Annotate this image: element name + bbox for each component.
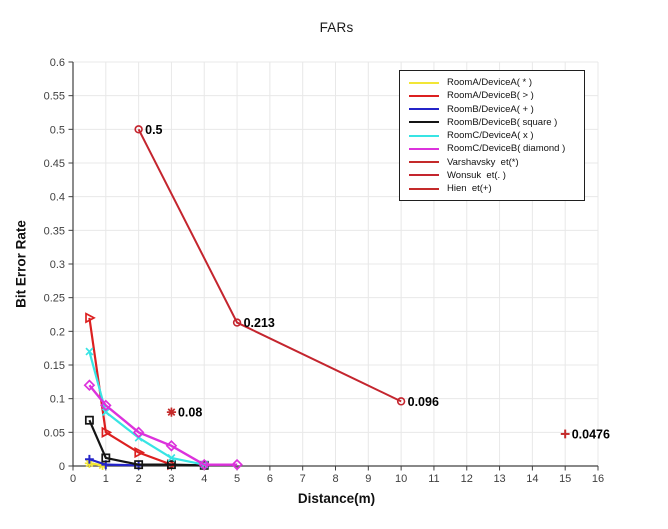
- x-tick-label: 10: [395, 473, 407, 485]
- series-varshavsky-et: [166, 407, 177, 417]
- legend-row: RoomC/DeviceA( x ): [409, 130, 580, 141]
- x-tick-label: 1: [103, 473, 109, 485]
- y-tick-label: 0.3: [50, 259, 65, 271]
- x-tick-label: 5: [234, 473, 240, 485]
- legend-label: RoomB/DeviceB( square ): [447, 116, 558, 128]
- y-tick-label: 0: [59, 461, 65, 473]
- y-tick-label: 0.45: [44, 158, 65, 170]
- legend-line-swatch: [409, 81, 439, 84]
- legend-row: RoomB/DeviceB( square ): [409, 117, 580, 128]
- legend-row: RoomA/DeviceA( * ): [409, 77, 580, 88]
- series-rooma-deviceb: [85, 312, 178, 471]
- legend-line-swatch: [409, 187, 439, 190]
- x-tick-label: 15: [559, 473, 571, 485]
- legend-line-swatch: [409, 108, 439, 110]
- legend-row: RoomC/DeviceB( diamond ): [409, 143, 580, 154]
- y-tick-label: 0.2: [50, 326, 65, 338]
- x-tick-label: 16: [592, 473, 604, 485]
- x-tick-label: 14: [526, 473, 538, 485]
- axes: 0 1 2 3 4 5 6 7 8 9 10 11 12 13 14 15 1600.050.10.150.20…: [44, 57, 605, 485]
- x-tick-label: 2: [136, 473, 142, 485]
- y-tick-label: 0.05: [44, 427, 65, 439]
- y-tick-label: 0.15: [44, 360, 65, 372]
- y-tick-label: 0.1: [50, 394, 65, 406]
- legend-label: RoomA/DeviceB( > ): [447, 90, 534, 102]
- x-tick-label: 13: [493, 473, 505, 485]
- point-label: 0.08: [178, 406, 202, 420]
- x-axis-label: Distance(m): [297, 491, 376, 506]
- legend-label: Wonsuk et(. ): [447, 169, 506, 181]
- y-tick-label: 0.4: [50, 192, 65, 204]
- series-roomc-deviceb-diamond: [83, 379, 243, 471]
- series-hien-et: [560, 429, 570, 439]
- x-tick-label: 12: [461, 473, 473, 485]
- y-tick-label: 0.5: [50, 124, 65, 136]
- legend-line-swatch: [409, 134, 439, 137]
- x-tick-label: 11: [428, 473, 439, 485]
- x-tick-label: 8: [332, 473, 338, 485]
- y-tick-label: 0.35: [44, 225, 65, 237]
- x-tick-label: 6: [267, 473, 273, 485]
- y-tick-label: 0.6: [50, 57, 65, 69]
- legend-label: Hien et(+): [447, 183, 492, 194]
- legend-line-swatch: [409, 161, 439, 163]
- y-tick-label: 0.25: [44, 293, 65, 305]
- legend-line-swatch: [409, 174, 439, 177]
- point-label: 0.213: [244, 316, 275, 330]
- series-roomb-deviceb-square: [84, 415, 209, 470]
- x-tick-label: 3: [168, 473, 174, 485]
- legend-label: Varshavsky et(*): [447, 156, 519, 168]
- legend-label: RoomC/DeviceB( diamond ): [447, 143, 566, 155]
- legend-row: RoomA/DeviceB( > ): [409, 90, 580, 101]
- legend-row: Wonsuk et(. ): [409, 170, 580, 181]
- legend: RoomA/DeviceA( * ) RoomA/DeviceB( > ) Room…: [399, 70, 585, 201]
- y-axis-label: Bit Error Rate: [13, 220, 29, 308]
- point-label: 0.0476: [572, 427, 610, 441]
- legend-line-swatch: [409, 121, 439, 124]
- y-tick-label: 0.55: [44, 91, 65, 103]
- legend-row: RoomB/DeviceA( + ): [409, 104, 580, 115]
- x-tick-label: 4: [201, 473, 207, 485]
- legend-row: Hien et(+): [409, 183, 580, 194]
- legend-label: RoomA/DeviceA( * ): [447, 77, 532, 88]
- x-tick-label: 9: [365, 473, 371, 485]
- legend-line-swatch: [409, 94, 439, 97]
- x-tick-label: 0: [70, 473, 76, 485]
- legend-label: RoomC/DeviceA( x ): [447, 130, 534, 141]
- point-label: 0.5: [145, 123, 162, 137]
- series-wonsuk-et: [134, 125, 406, 406]
- x-tick-label: 7: [300, 473, 306, 485]
- legend-row: Varshavsky et(*): [409, 157, 580, 168]
- legend-label: RoomB/DeviceA( + ): [447, 103, 534, 115]
- point-labels: 0.5 0.213 0.096 0.08 0.0476: [145, 123, 610, 442]
- legend-line-swatch: [409, 147, 439, 150]
- chart-title: FARs: [319, 20, 354, 35]
- point-label: 0.096: [408, 395, 439, 409]
